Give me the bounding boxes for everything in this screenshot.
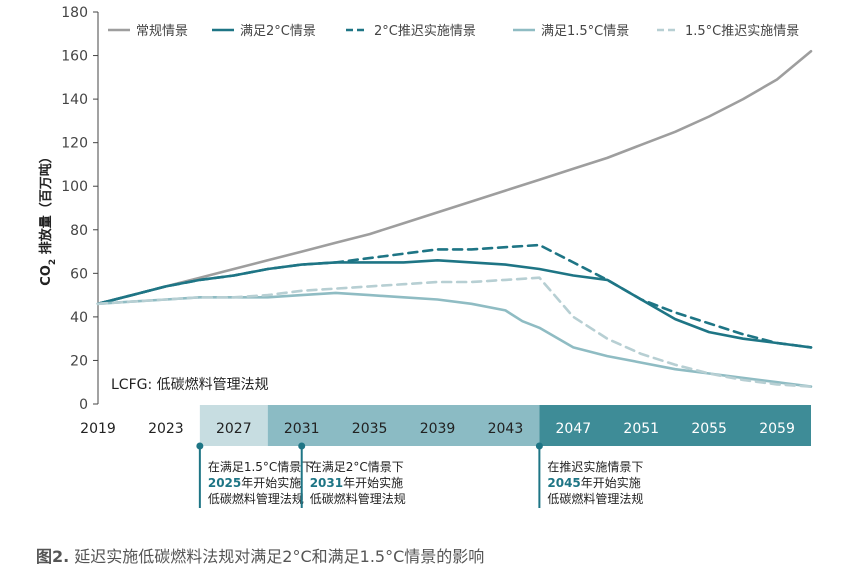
y-tick-label: 180 xyxy=(61,5,88,21)
x-tick-label: 2051 xyxy=(623,421,659,437)
y-axis-label-main: CO xyxy=(39,265,54,286)
series-line xyxy=(96,276,813,388)
series-line xyxy=(96,243,813,349)
legend-label: 满足2°C情景 xyxy=(240,24,316,39)
x-tick-label: 2055 xyxy=(691,421,727,437)
note-year-rest: 年开始实施 xyxy=(581,475,641,490)
y-ticks: 0 20 40 60 80 100 120 140 160 180 xyxy=(61,5,98,413)
series-lines xyxy=(96,49,813,388)
series-line xyxy=(96,49,813,306)
x-tick-label: 2035 xyxy=(352,421,388,437)
note-year-highlight: 2031 xyxy=(310,476,343,490)
y-tick-label: 20 xyxy=(70,353,88,369)
phase-notes: 在满足1.5°C情景下2025年开始实施低碳燃料管理法规在满足2°C情景下203… xyxy=(196,442,643,508)
phase-segment xyxy=(199,405,268,446)
y-tick-label: 160 xyxy=(61,49,88,65)
y-tick-label: 60 xyxy=(70,266,88,282)
figure-label: 图2. xyxy=(36,547,70,566)
note-year-highlight: 2045 xyxy=(547,476,580,490)
note-line3: 低碳燃料管理法规 xyxy=(547,491,643,506)
note-marker-dot xyxy=(535,442,543,450)
x-tick-label: 2059 xyxy=(759,421,795,437)
caption-text: 延迟实施低碳燃料法规对满足2°C和满足1.5°C情景的影响 xyxy=(69,547,485,566)
note-line2: 2045年开始实施 xyxy=(547,475,640,490)
legend-label: 满足1.5°C情景 xyxy=(541,24,629,39)
note-line2: 2025年开始实施 xyxy=(208,475,301,490)
note-line2: 2031年开始实施 xyxy=(310,475,403,490)
y-axis-label-sub: 2 xyxy=(48,259,58,265)
y-tick-label: 120 xyxy=(61,136,88,152)
legend-label: 1.5°C推迟实施情景 xyxy=(685,24,799,39)
y-axis-label: CO2 排放量（百万吨） xyxy=(38,150,58,285)
y-tick-label: 40 xyxy=(70,310,88,326)
note-line3: 低碳燃料管理法规 xyxy=(208,491,304,506)
note-year-highlight: 2025 xyxy=(208,476,241,490)
phase-segment xyxy=(80,405,200,446)
note-line1: 在推迟实施情景下 xyxy=(547,459,643,474)
phase-segment xyxy=(267,405,540,446)
y-tick-label: 100 xyxy=(61,179,88,195)
x-tick-label: 2023 xyxy=(148,421,184,437)
note-line1: 在满足1.5°C情景下 xyxy=(208,460,313,474)
legend-label: 2°C推迟实施情景 xyxy=(374,24,476,39)
y-tick-label: 0 xyxy=(79,397,88,413)
note-year-rest: 年开始实施 xyxy=(241,475,301,490)
phase-segment xyxy=(539,405,811,446)
note-year-rest: 年开始实施 xyxy=(343,475,403,490)
note-marker-dot xyxy=(196,442,204,450)
legend: 常规情景 满足2°C情景 2°C推迟实施情景 满足1.5°C情景 1.5°C推迟实施情景 xyxy=(108,24,799,39)
x-tick-label: 2039 xyxy=(420,421,456,437)
note-line3: 低碳燃料管理法规 xyxy=(310,491,406,506)
y-tick-label: 140 xyxy=(61,92,88,108)
figure-caption: 图2. 延迟实施低碳燃料法规对满足2°C和满足1.5°C情景的影响 xyxy=(36,543,484,567)
x-ticks: 2019 2023 2027 2031 2035 2039 2043 2047 2051 2055… xyxy=(80,421,795,437)
series-line xyxy=(96,259,813,349)
lcfg-annotation: LCFG: 低碳燃料管理法规 xyxy=(111,376,269,393)
x-tick-label: 2027 xyxy=(216,421,252,437)
x-tick-label: 2043 xyxy=(488,421,524,437)
y-axis-label-rest: 排放量（百万吨） xyxy=(38,150,54,259)
x-tick-label: 2047 xyxy=(556,421,592,437)
x-tick-label: 2019 xyxy=(80,421,116,437)
note-line1: 在满足2°C情景下 xyxy=(310,460,404,474)
legend-label: 常规情景 xyxy=(136,24,188,39)
y-tick-label: 80 xyxy=(70,223,88,239)
phase-band xyxy=(80,405,811,446)
x-tick-label: 2031 xyxy=(284,421,320,437)
note-marker-dot xyxy=(298,442,306,450)
